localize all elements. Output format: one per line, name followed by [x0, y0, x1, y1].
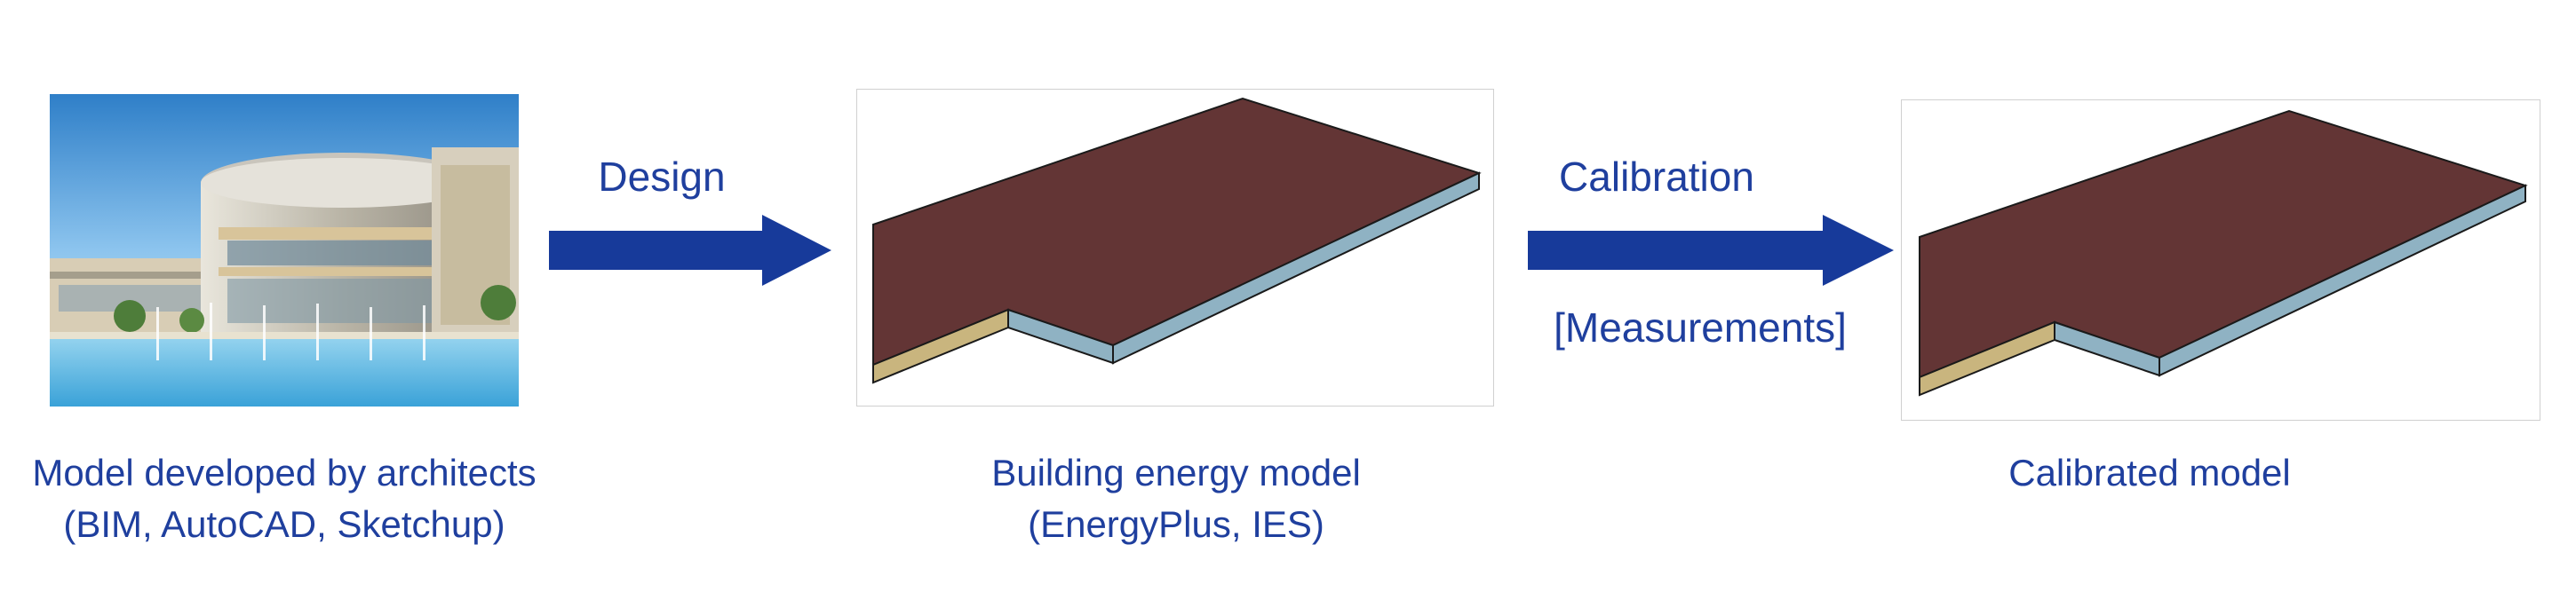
- calibrated-model-caption: Calibrated model: [1865, 447, 2434, 499]
- measurements-label: [Measurements]: [1554, 304, 1847, 351]
- architect-model-image: [50, 94, 519, 407]
- caption-line-1: Calibrated model: [2008, 452, 2291, 493]
- calibration-arrow: [1528, 215, 1894, 286]
- design-label: Design: [598, 154, 726, 200]
- caption-line-1: Model developed by architects: [32, 452, 537, 493]
- architect-model-caption: Model developed by architects (BIM, Auto…: [0, 447, 568, 550]
- caption-line-1: Building energy model: [991, 452, 1361, 493]
- calibrated-model-image: [1901, 99, 2540, 421]
- mall-rendering-illustration: [50, 94, 519, 407]
- design-arrow: [549, 215, 831, 286]
- energy-model-caption: Building energy model (EnergyPlus, IES): [892, 447, 1460, 550]
- slab-3d-model-illustration: [872, 97, 1482, 384]
- caption-line-2: (BIM, AutoCAD, Sketchup): [63, 503, 505, 545]
- calibration-label: Calibration: [1559, 154, 1754, 200]
- calibrated-slab-3d-model-illustration: [1919, 109, 2528, 397]
- caption-line-2: (EnergyPlus, IES): [1028, 503, 1324, 545]
- building-energy-model-image: [856, 89, 1494, 407]
